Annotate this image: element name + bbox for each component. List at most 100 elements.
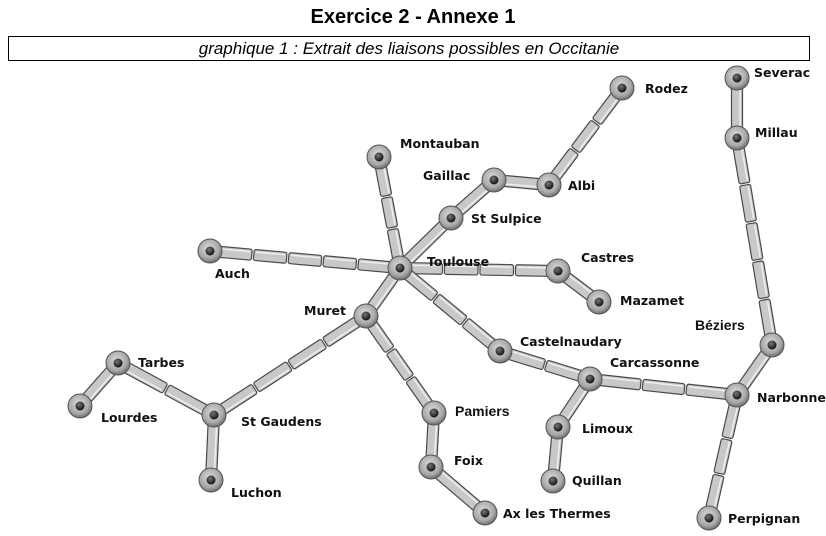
link-segment-highlight xyxy=(325,257,355,262)
node-core xyxy=(113,358,123,368)
link-segment-highlight xyxy=(374,278,397,310)
city-label-montauban: Montauban xyxy=(400,136,480,151)
link-segment-highlight xyxy=(409,272,436,294)
city-node-severac xyxy=(724,65,750,91)
link-narbonne-perpignan xyxy=(705,402,741,511)
node-core xyxy=(544,180,554,190)
link-segment xyxy=(164,384,209,416)
city-node-rodez xyxy=(609,75,635,101)
city-label-beziers: Béziers xyxy=(695,317,745,333)
link-limoux-quillan xyxy=(547,435,564,473)
link-segment-highlight xyxy=(411,264,441,267)
nodes-layer xyxy=(67,65,785,531)
node-core xyxy=(585,374,595,384)
link-rodez-albi xyxy=(550,92,621,181)
node-core xyxy=(732,133,742,143)
link-segment-highlight xyxy=(721,442,731,473)
node-core xyxy=(361,311,371,321)
node-core xyxy=(75,401,85,411)
link-segment-highlight xyxy=(393,350,412,375)
city-node-pamiers xyxy=(421,400,447,426)
link-segment-highlight xyxy=(578,126,598,151)
city-label-gaillac: Gaillac xyxy=(423,168,470,183)
link-segment-highlight xyxy=(482,265,512,268)
city-node-lourdes xyxy=(67,393,93,419)
node-core xyxy=(206,475,216,485)
link-severac-millau xyxy=(730,86,744,130)
city-node-tarbes xyxy=(105,350,131,376)
link-segment-highlight xyxy=(548,362,581,374)
link-segment-highlight xyxy=(688,385,727,392)
city-node-auch xyxy=(197,238,223,264)
link-segment xyxy=(425,421,440,459)
link-segment xyxy=(547,435,564,473)
link-segment-highlight xyxy=(125,370,163,391)
city-label-severac: Severac xyxy=(754,65,810,80)
city-node-quillan xyxy=(540,468,566,494)
link-segment-highlight xyxy=(760,262,768,296)
link-segment-highlight xyxy=(460,188,489,214)
city-label-narbonne: Narbonne xyxy=(757,390,826,405)
city-node-axlesthermes xyxy=(472,500,498,526)
city-node-foix xyxy=(418,454,444,480)
link-castelnaudary-carcassonne xyxy=(506,348,584,382)
link-segment-highlight xyxy=(290,254,320,259)
link-segment-highlight xyxy=(224,391,255,413)
link-segment-highlight xyxy=(383,167,390,194)
link-segment-highlight xyxy=(413,378,431,403)
link-segment xyxy=(357,258,392,274)
city-label-luchon: Luchon xyxy=(231,485,282,500)
link-segment-highlight xyxy=(729,406,739,437)
link-segment-highlight xyxy=(644,381,683,387)
city-node-montauban xyxy=(366,144,392,170)
city-label-stsulpice: St Sulpice xyxy=(471,211,542,226)
link-segment xyxy=(597,374,642,391)
link-segment-highlight xyxy=(293,346,325,368)
link-segment-highlight xyxy=(166,392,204,414)
link-segment xyxy=(253,361,292,392)
city-label-muret: Muret xyxy=(304,303,346,318)
city-label-quillan: Quillan xyxy=(572,473,622,488)
link-segment-highlight xyxy=(753,224,761,258)
city-node-luchon xyxy=(198,467,224,493)
city-label-axlesthermes: Ax les Thermes xyxy=(503,506,611,521)
link-segment-highlight xyxy=(504,183,538,188)
graph-subtitle: graphique 1 : Extrait des liaisons possi… xyxy=(8,36,810,61)
link-segment-highlight xyxy=(440,471,480,505)
link-segment xyxy=(218,245,253,261)
node-core xyxy=(594,297,604,307)
link-segment-highlight xyxy=(511,350,544,362)
link-segment xyxy=(288,339,327,370)
link-stgaudens-luchon xyxy=(205,423,220,472)
link-pamiers-foix xyxy=(425,421,440,459)
node-core xyxy=(767,340,777,350)
link-segment xyxy=(287,252,323,267)
city-label-rodez: Rodez xyxy=(645,81,688,96)
link-segment xyxy=(641,378,686,396)
city-node-mazamet xyxy=(586,289,612,315)
node-core xyxy=(209,410,219,420)
link-segment-highlight xyxy=(741,148,748,181)
city-node-carcassonne xyxy=(577,366,603,392)
node-core xyxy=(429,408,439,418)
node-core xyxy=(374,152,384,162)
city-label-limoux: Limoux xyxy=(582,421,633,436)
city-node-muret xyxy=(353,303,379,329)
link-segment xyxy=(205,423,220,472)
city-label-albi: Albi xyxy=(568,178,595,193)
link-segment-highlight xyxy=(409,227,446,263)
link-segment-highlight xyxy=(255,251,285,256)
city-label-perpignan: Perpignan xyxy=(728,511,800,526)
city-label-lourdes: Lourdes xyxy=(101,410,157,425)
link-segment-highlight xyxy=(213,426,218,470)
labels-layer: Severac Rodez Millau Montauban Gaillac Albi St… xyxy=(101,65,826,526)
city-node-gaillac xyxy=(481,167,507,193)
city-node-stsulpice xyxy=(438,205,464,231)
city-node-albi xyxy=(536,172,562,198)
link-toulouse-castelnaudary xyxy=(403,269,497,350)
node-core xyxy=(704,513,714,523)
link-segment-highlight xyxy=(568,274,593,294)
link-segment xyxy=(730,86,744,130)
link-muret-pamiers xyxy=(366,320,434,409)
